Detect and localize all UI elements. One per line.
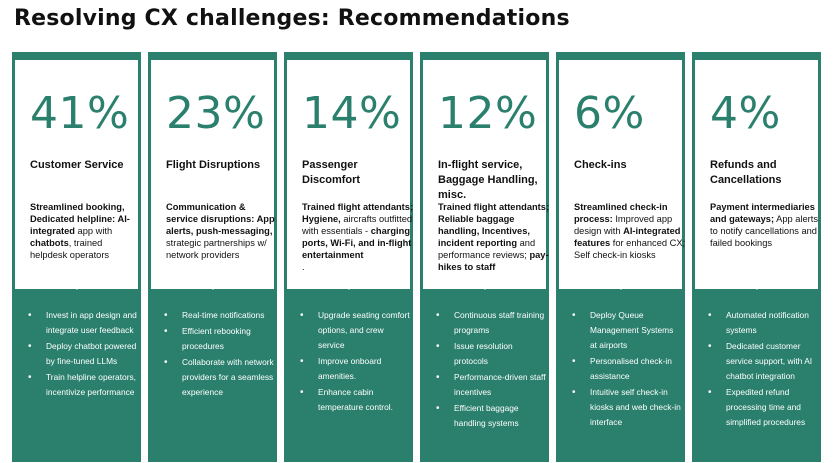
action-list: Deploy Queue Management Systems at airpo… (572, 308, 682, 431)
action-list: Real-time notificationsEfficient rebooki… (164, 308, 274, 401)
action-list: Automated notification systemsDedicated … (708, 308, 818, 431)
category-label: Check-ins (574, 159, 627, 171)
solution-description: Streamlined check-in process: Improved a… (574, 202, 686, 260)
arrow-down-icon (209, 276, 216, 282)
recommendation-column: 23% Flight Disruptions Communication & ser… (148, 52, 277, 462)
list-item: Improve onboard amenities. (300, 354, 410, 384)
recommendation-column: 41% Customer Service Streamlined booking, … (12, 52, 141, 462)
recommendation-column: 12% In-flight service, Baggage Handling, … (420, 52, 549, 462)
list-item: Train helpline operators, incentivize pe… (28, 370, 138, 400)
percent-value: 12% (438, 88, 538, 139)
arrow-down-icon (477, 281, 492, 290)
arrow-down-icon (481, 276, 488, 282)
arrow-down-icon (205, 281, 220, 290)
list-item: Deploy Queue Management Systems at airpo… (572, 308, 682, 353)
category-label: In-flight service, Baggage Handling, mis… (438, 159, 538, 201)
stat-card: 14% Passenger Discomfort Trained flight at… (287, 60, 413, 289)
recommendation-column: 4% Refunds and Cancellations Payment inter… (692, 52, 821, 462)
list-item: Issue resolution protocols (436, 339, 546, 369)
list-item: Deploy chatbot powered by fine-tuned LLM… (28, 339, 138, 369)
stat-card: 4% Refunds and Cancellations Payment inter… (695, 60, 818, 289)
list-item: Invest in app design and integrate user … (28, 308, 138, 338)
arrow-down-icon (73, 276, 80, 282)
arrow-down-icon (69, 281, 84, 290)
solution-description: Communication & service disruptions: App… (166, 202, 275, 260)
stat-card: 41% Customer Service Streamlined booking, … (15, 60, 138, 289)
list-item: Efficient rebooking procedures (164, 324, 274, 354)
list-item: Automated notification systems (708, 308, 818, 338)
arrow-down-icon (613, 281, 628, 290)
recommendation-column: 6% Check-ins Streamlined check-in process:… (556, 52, 685, 462)
action-list: Continuous staff training programsIssue … (436, 308, 546, 432)
list-item: Intuitive self check-in kiosks and web c… (572, 385, 682, 430)
list-item: Collaborate with network providers for a… (164, 355, 274, 400)
recommendation-column: 14% Passenger Discomfort Trained flight at… (284, 52, 413, 462)
list-item: Enhance cabin temperature control. (300, 385, 410, 415)
arrow-down-icon (617, 276, 624, 282)
solution-description: Trained flight attendants; Reliable bagg… (438, 202, 550, 272)
list-item: Real-time notifications (164, 308, 274, 323)
list-item: Performance-driven staff incentives (436, 370, 546, 400)
stat-card: 12% In-flight service, Baggage Handling, … (423, 60, 549, 289)
solution-description: Trained flight attendants; Hygiene, airc… (302, 202, 414, 272)
page-title: Resolving CX challenges: Recommendations (14, 6, 570, 31)
action-list: Invest in app design and integrate user … (28, 308, 138, 401)
action-list: Upgrade seating comfort options, and cre… (300, 308, 410, 416)
category-label: Customer Service (30, 159, 124, 171)
list-item: Efficient baggage handling systems (436, 401, 546, 431)
arrow-down-icon (345, 276, 352, 282)
arrow-down-icon (341, 281, 356, 290)
category-label: Flight Disruptions (166, 159, 261, 171)
percent-value: 4% (710, 88, 781, 139)
stat-card: 6% Check-ins Streamlined check-in process:… (559, 60, 685, 289)
percent-value: 41% (30, 88, 130, 139)
list-item: Personalised check-in assistance (572, 354, 682, 384)
list-item: Continuous staff training programs (436, 308, 546, 338)
category-label: Refunds and Cancellations (710, 159, 782, 186)
list-item: Upgrade seating comfort options, and cre… (300, 308, 410, 353)
category-label: Passenger Discomfort (302, 159, 361, 186)
stat-card: 23% Flight Disruptions Communication & ser… (151, 60, 275, 289)
solution-description: Streamlined booking, Dedicated helpline:… (30, 202, 130, 260)
list-item: Expedited refund processing time and sim… (708, 385, 818, 430)
percent-value: 23% (166, 88, 266, 139)
arrow-down-icon (753, 276, 760, 282)
list-item: Dedicated customer service support, with… (708, 339, 818, 384)
percent-value: 6% (574, 88, 645, 139)
solution-description: Payment intermediaries and gateways; App… (710, 202, 819, 248)
arrow-down-icon (749, 281, 764, 290)
percent-value: 14% (302, 88, 402, 139)
